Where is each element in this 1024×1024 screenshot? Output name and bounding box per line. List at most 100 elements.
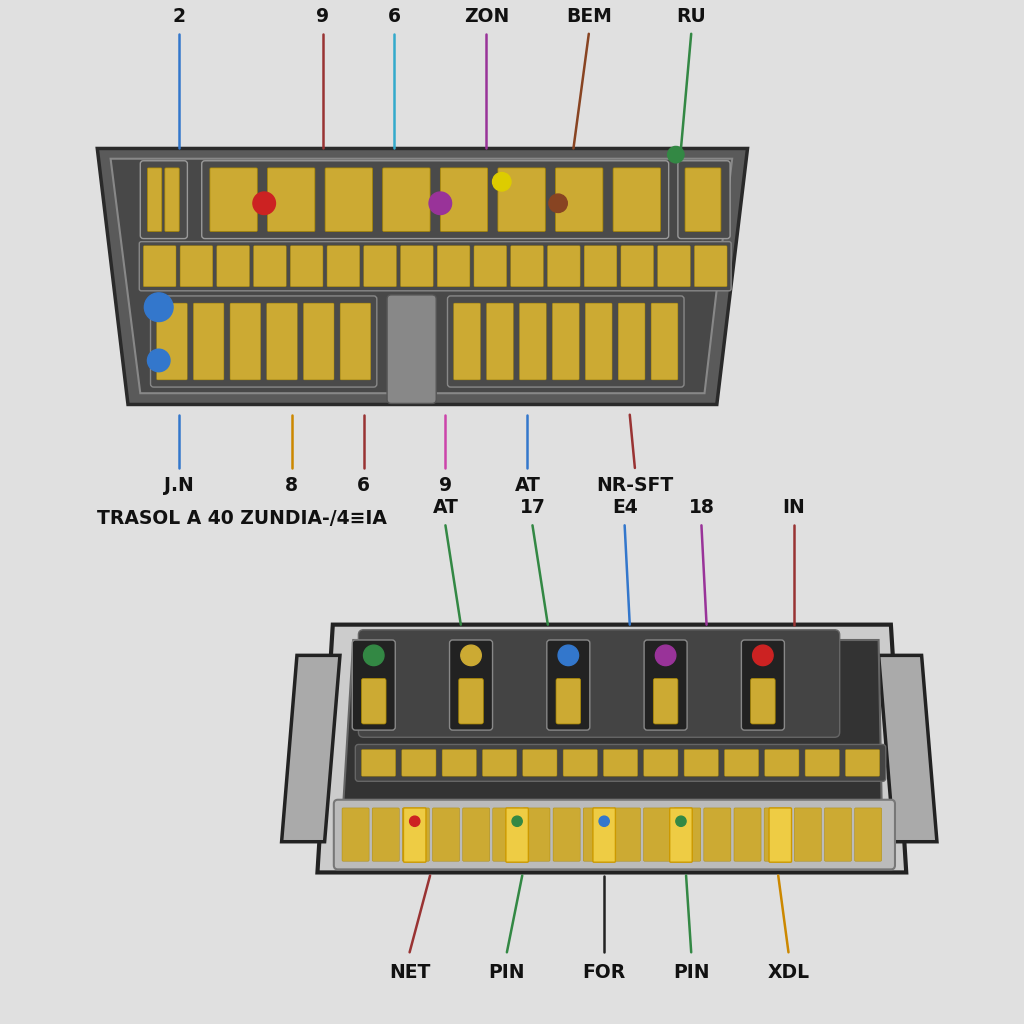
Polygon shape [97, 148, 748, 404]
FancyBboxPatch shape [552, 303, 580, 380]
FancyBboxPatch shape [266, 303, 297, 380]
Circle shape [668, 146, 684, 163]
FancyBboxPatch shape [151, 296, 377, 387]
FancyBboxPatch shape [613, 168, 660, 231]
Text: 17: 17 [519, 498, 546, 517]
FancyBboxPatch shape [450, 640, 493, 730]
FancyBboxPatch shape [764, 808, 792, 861]
Polygon shape [317, 625, 906, 872]
Text: PIN: PIN [673, 963, 710, 982]
Circle shape [429, 193, 452, 215]
FancyBboxPatch shape [486, 303, 513, 380]
FancyBboxPatch shape [795, 808, 821, 861]
FancyBboxPatch shape [563, 750, 597, 776]
Polygon shape [282, 655, 340, 842]
FancyBboxPatch shape [523, 750, 557, 776]
FancyBboxPatch shape [474, 246, 507, 287]
FancyBboxPatch shape [372, 808, 399, 861]
FancyBboxPatch shape [157, 303, 187, 380]
Circle shape [549, 195, 567, 213]
FancyBboxPatch shape [180, 246, 213, 287]
Circle shape [147, 349, 170, 372]
FancyBboxPatch shape [621, 246, 653, 287]
Text: XDL: XDL [767, 963, 810, 982]
FancyBboxPatch shape [401, 750, 436, 776]
FancyBboxPatch shape [769, 808, 792, 862]
FancyBboxPatch shape [352, 640, 395, 730]
FancyBboxPatch shape [584, 246, 616, 287]
Text: 2: 2 [173, 6, 185, 26]
FancyBboxPatch shape [519, 303, 546, 380]
FancyBboxPatch shape [493, 808, 520, 861]
Text: NR-SFT: NR-SFT [596, 476, 674, 496]
FancyBboxPatch shape [361, 678, 386, 724]
Text: ZON: ZON [464, 6, 509, 26]
Circle shape [364, 645, 384, 666]
Text: BEM: BEM [566, 6, 611, 26]
Circle shape [512, 816, 522, 826]
FancyBboxPatch shape [340, 303, 371, 380]
FancyBboxPatch shape [846, 750, 880, 776]
Text: TRASOL A 40 ZUNDIA-/4≡IA: TRASOL A 40 ZUNDIA-/4≡IA [97, 509, 387, 528]
FancyBboxPatch shape [383, 168, 430, 231]
Text: RU: RU [676, 6, 707, 26]
FancyBboxPatch shape [355, 744, 886, 781]
FancyBboxPatch shape [194, 303, 224, 380]
Text: J.N: J.N [164, 476, 195, 496]
FancyBboxPatch shape [805, 750, 840, 776]
FancyBboxPatch shape [824, 808, 852, 861]
Text: FOR: FOR [583, 963, 626, 982]
FancyBboxPatch shape [556, 168, 603, 231]
FancyBboxPatch shape [139, 242, 731, 291]
FancyBboxPatch shape [303, 303, 334, 380]
FancyBboxPatch shape [334, 800, 895, 869]
Circle shape [676, 816, 686, 826]
FancyBboxPatch shape [603, 750, 638, 776]
FancyBboxPatch shape [217, 246, 250, 287]
FancyBboxPatch shape [523, 808, 550, 861]
FancyBboxPatch shape [387, 295, 436, 403]
Circle shape [461, 645, 481, 666]
Text: NET: NET [389, 963, 430, 982]
Text: IN: IN [782, 498, 805, 517]
FancyBboxPatch shape [678, 161, 730, 239]
Text: PIN: PIN [488, 963, 525, 982]
Circle shape [144, 293, 173, 322]
Circle shape [558, 645, 579, 666]
FancyBboxPatch shape [586, 303, 612, 380]
FancyBboxPatch shape [463, 808, 489, 861]
Circle shape [753, 645, 773, 666]
FancyBboxPatch shape [556, 678, 581, 724]
FancyBboxPatch shape [685, 168, 721, 231]
Text: 6: 6 [388, 6, 400, 26]
FancyBboxPatch shape [741, 640, 784, 730]
FancyBboxPatch shape [674, 808, 700, 861]
FancyBboxPatch shape [751, 678, 775, 724]
FancyBboxPatch shape [147, 168, 162, 231]
FancyBboxPatch shape [400, 246, 433, 287]
FancyBboxPatch shape [326, 168, 373, 231]
FancyBboxPatch shape [506, 808, 528, 862]
FancyBboxPatch shape [670, 808, 692, 862]
Circle shape [655, 645, 676, 666]
Circle shape [253, 193, 275, 215]
FancyBboxPatch shape [643, 808, 671, 861]
Text: 9: 9 [439, 476, 452, 496]
FancyBboxPatch shape [482, 750, 517, 776]
Text: 9: 9 [316, 6, 329, 26]
FancyBboxPatch shape [703, 808, 731, 861]
FancyBboxPatch shape [657, 246, 690, 287]
FancyBboxPatch shape [165, 168, 179, 231]
FancyBboxPatch shape [327, 246, 359, 287]
Text: 18: 18 [688, 498, 715, 517]
FancyBboxPatch shape [342, 808, 369, 861]
FancyBboxPatch shape [584, 808, 610, 861]
FancyBboxPatch shape [447, 296, 684, 387]
Text: E4: E4 [611, 498, 638, 517]
Circle shape [599, 816, 609, 826]
FancyBboxPatch shape [440, 168, 487, 231]
FancyBboxPatch shape [553, 808, 581, 861]
FancyBboxPatch shape [402, 808, 429, 861]
FancyBboxPatch shape [765, 750, 799, 776]
FancyBboxPatch shape [432, 808, 460, 861]
